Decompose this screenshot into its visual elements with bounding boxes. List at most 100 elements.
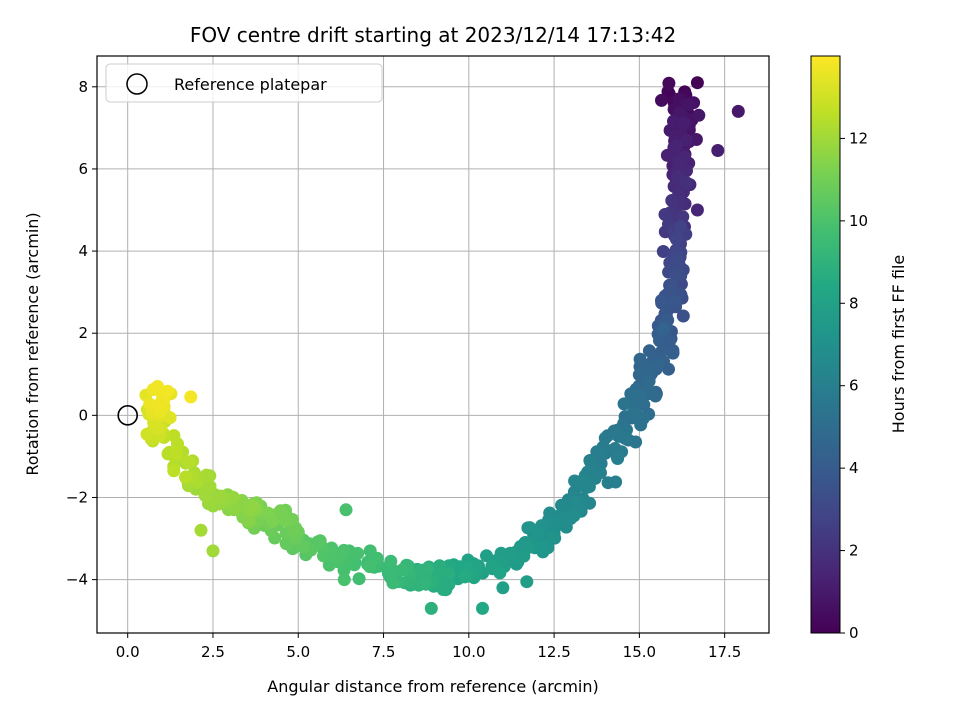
y-tick-label: −4 xyxy=(66,571,88,589)
scatter-point xyxy=(363,560,377,574)
colorbar: 0 2 4 6 8 10 12 Hours from first FF file xyxy=(810,55,908,642)
colorbar-tick-label: 2 xyxy=(849,542,859,560)
scatter-point xyxy=(274,504,287,518)
scatter-point xyxy=(634,418,648,432)
data-points xyxy=(139,76,745,615)
x-tick-label: 17.5 xyxy=(708,643,741,661)
scatter-point xyxy=(418,576,432,590)
scatter-point xyxy=(520,575,534,589)
x-axis-label: Angular distance from reference (arcmin) xyxy=(267,677,598,696)
x-tick-label: 0.0 xyxy=(116,643,140,661)
scatter-point xyxy=(612,429,626,443)
scatter-point xyxy=(690,203,704,217)
x-tick-label: 7.5 xyxy=(372,643,396,661)
scatter-point xyxy=(337,573,351,587)
colorbar-tick-label: 0 xyxy=(849,624,859,642)
scatter-point xyxy=(680,133,694,147)
scatter-point xyxy=(672,155,686,169)
scatter-point xyxy=(579,481,593,495)
y-tick-label: 4 xyxy=(78,242,88,260)
scatter-point xyxy=(626,406,640,420)
scatter-point xyxy=(140,427,154,441)
scatter-point xyxy=(459,560,473,574)
colorbar-tick-label: 12 xyxy=(849,129,868,147)
x-tick-label: 15.0 xyxy=(623,643,656,661)
reference-marker-group xyxy=(117,405,139,426)
scatter-point xyxy=(672,268,686,282)
scatter-point xyxy=(476,601,489,615)
x-tick-label: 2.5 xyxy=(201,643,225,661)
scatter-point xyxy=(689,133,703,146)
scatter-point xyxy=(424,601,438,615)
scatter-point xyxy=(711,144,725,157)
scatter-point xyxy=(656,245,670,258)
scatter-point xyxy=(601,476,615,490)
scatter-point xyxy=(194,523,208,537)
scatter-point xyxy=(261,506,275,520)
colorbar-tick-label: 8 xyxy=(849,294,859,312)
scatter-point xyxy=(296,540,310,554)
y-axis: −4 −2 0 2 4 6 8 xyxy=(66,78,97,589)
scatter-point xyxy=(167,429,181,443)
scatter-point xyxy=(642,344,656,358)
scatter-point xyxy=(668,295,682,308)
legend-box xyxy=(105,63,383,103)
colorbar-label: Hours from first FF file xyxy=(889,255,908,434)
scatter-point xyxy=(203,479,217,493)
scatter-point xyxy=(199,468,213,482)
scatter-point xyxy=(633,352,647,366)
y-tick-label: 8 xyxy=(78,78,88,96)
x-axis: 0.0 2.5 5.0 7.5 10.0 12.5 15.0 17.5 xyxy=(116,633,741,661)
scatter-point xyxy=(167,464,181,478)
legend: Reference platepar xyxy=(105,63,383,103)
chart-title: FOV centre drift starting at 2023/12/14 … xyxy=(190,23,676,47)
scatter-point xyxy=(666,346,680,360)
scatter-point xyxy=(214,489,228,503)
scatter-point xyxy=(690,76,704,90)
colorbar-tick-label: 10 xyxy=(849,212,868,230)
scatter-point xyxy=(161,384,175,398)
scatter-point xyxy=(151,380,165,393)
colorbar-frame xyxy=(810,55,841,634)
scatter-point xyxy=(682,98,696,112)
scatter-point xyxy=(667,114,680,128)
scatter-point xyxy=(339,503,353,517)
legend-marker xyxy=(126,73,148,95)
scatter-point xyxy=(351,546,365,560)
scatter-point xyxy=(676,309,690,323)
scatter-point xyxy=(679,176,693,190)
colorbar-tick-label: 6 xyxy=(849,377,859,395)
scatter-point xyxy=(493,566,507,580)
scatter-point xyxy=(352,572,366,586)
scatter-point xyxy=(731,104,745,118)
scatter-point xyxy=(242,514,256,528)
scatter-point xyxy=(629,435,643,449)
scatter-point xyxy=(655,93,668,107)
scatter-point xyxy=(674,220,688,234)
scatter-point xyxy=(395,563,409,577)
colorbar-tick-label: 4 xyxy=(849,459,859,477)
x-tick-label: 12.5 xyxy=(537,643,570,661)
scatter-point xyxy=(420,562,434,576)
scatter-point xyxy=(163,411,177,425)
y-tick-label: −2 xyxy=(66,488,88,506)
y-tick-label: 0 xyxy=(78,406,88,424)
scatter-point xyxy=(458,570,472,584)
scatter-point xyxy=(531,526,545,540)
scatter-point xyxy=(433,559,447,573)
scatter-point xyxy=(662,76,676,90)
x-tick-label: 5.0 xyxy=(286,643,310,661)
colorbar-gradient xyxy=(811,56,840,633)
scatter-point xyxy=(386,576,400,590)
scatter-point xyxy=(670,254,684,268)
scatter-point xyxy=(480,549,493,563)
scatter-point xyxy=(692,108,706,122)
x-tick-label: 10.0 xyxy=(452,643,485,661)
scatter-point xyxy=(182,455,196,469)
scatter-point xyxy=(143,397,157,411)
scatter-point xyxy=(384,554,398,568)
scatter-point xyxy=(583,496,597,510)
scatter-point xyxy=(184,390,198,404)
y-tick-label: 6 xyxy=(78,160,88,178)
